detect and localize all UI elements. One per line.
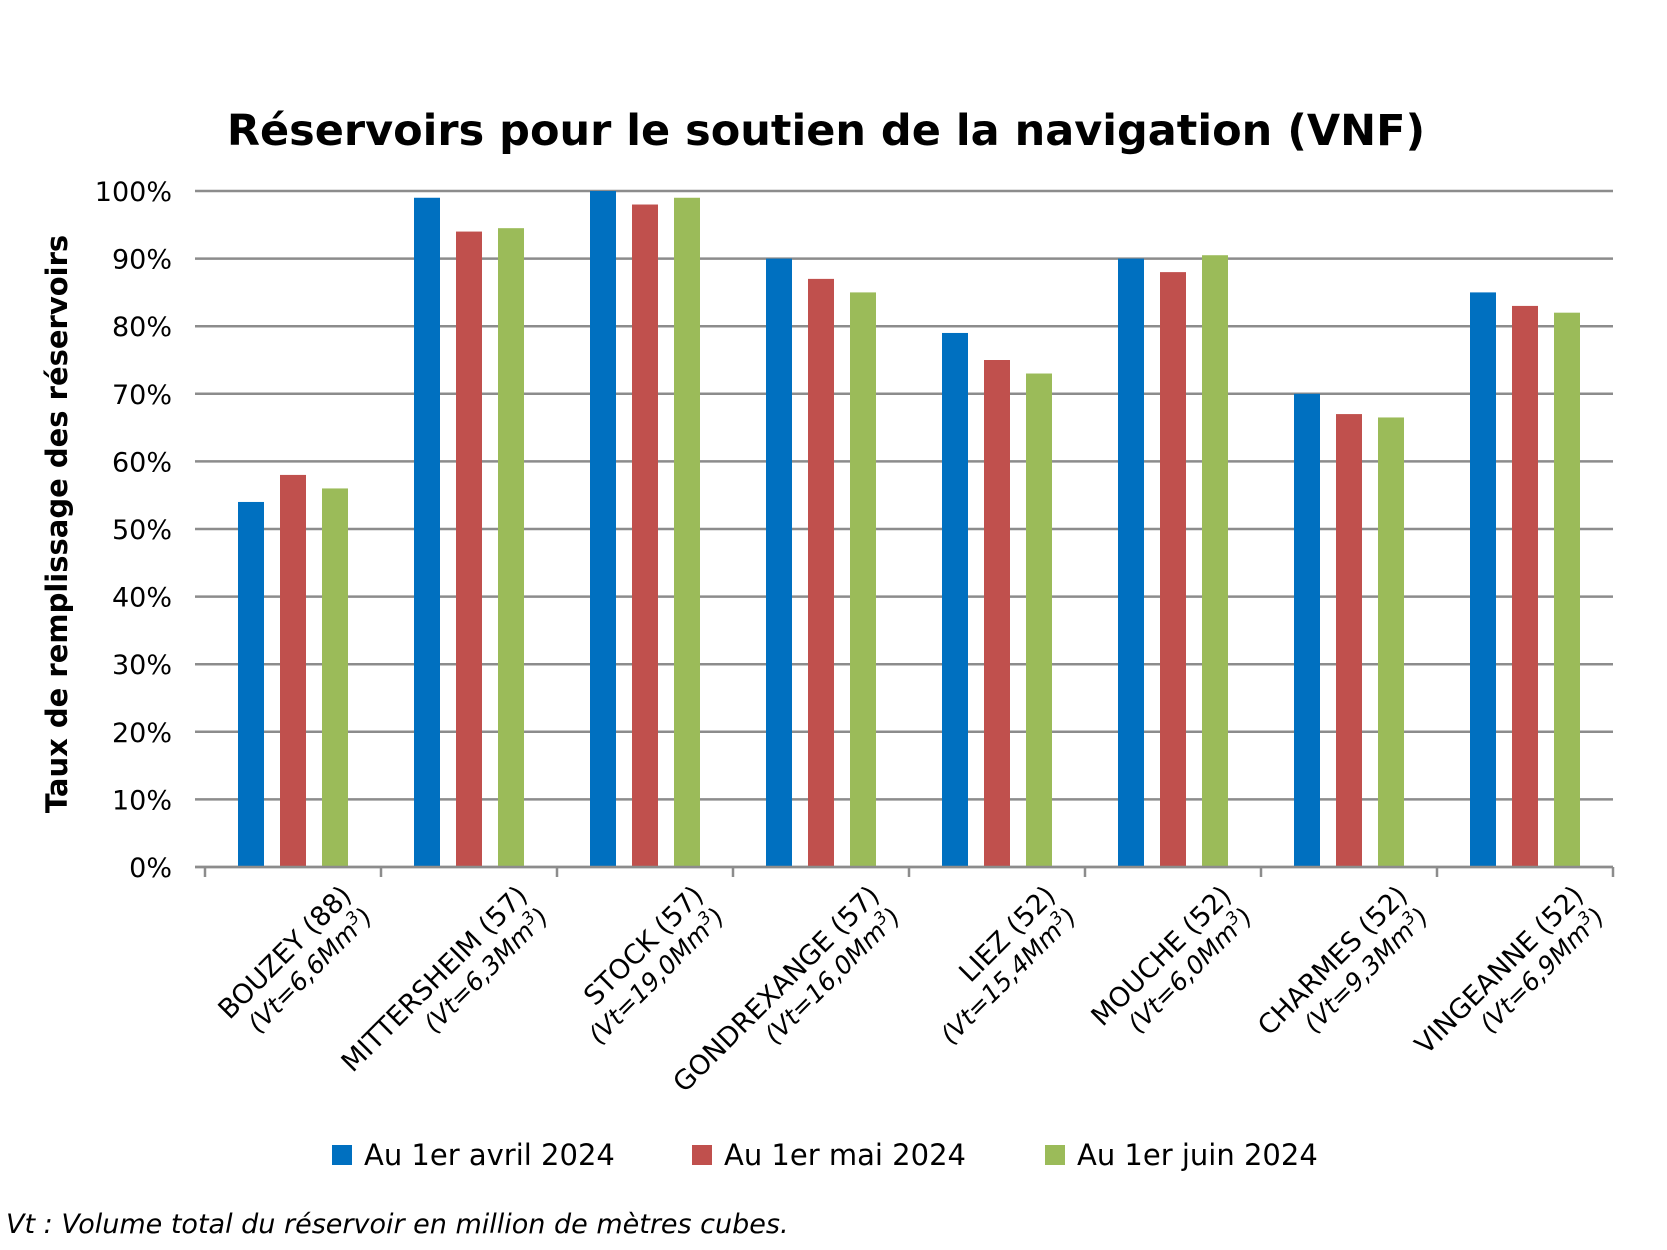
legend-label: Au 1er mai 2024 bbox=[724, 1138, 966, 1172]
x-tick-label: CHARMES (52)(Vt=9,3Mm3) bbox=[1252, 880, 1434, 1042]
bar bbox=[414, 197, 440, 867]
legend: Au 1er avril 2024 Au 1er mai 2024 Au 1er j… bbox=[332, 1138, 1318, 1172]
y-tick-label: 10% bbox=[112, 785, 172, 816]
y-tick-label: 40% bbox=[112, 583, 172, 614]
y-tick-label: 70% bbox=[112, 380, 172, 411]
x-tick-label: LIEZ (52)(Vt=15,4Mm3) bbox=[935, 880, 1083, 1050]
bar bbox=[590, 191, 616, 867]
legend-swatch bbox=[1045, 1145, 1065, 1165]
bar bbox=[942, 332, 968, 868]
chart-title: Réservoirs pour le soutien de la navigat… bbox=[227, 106, 1425, 156]
y-tick-label: 90% bbox=[112, 245, 172, 276]
y-tick-label: 60% bbox=[112, 447, 172, 478]
bar bbox=[1202, 255, 1228, 868]
bar bbox=[238, 501, 264, 867]
x-tick-label: MOUCHE (52)(Vt=6,0Mm3) bbox=[1086, 880, 1259, 1038]
bar bbox=[498, 228, 524, 867]
bar bbox=[1294, 393, 1320, 867]
x-tick-label: STOCK (57)(Vt=19,0Mm3) bbox=[578, 880, 730, 1050]
y-axis-label: Taux de remplissage des réservoirs bbox=[40, 235, 74, 813]
y-tick-label: 50% bbox=[112, 515, 172, 546]
bar bbox=[1026, 373, 1052, 867]
x-tick-label: VINGEANNE (52)(Vt=6,9Mm3) bbox=[1409, 880, 1610, 1061]
x-tick-label: BOUZEY (88)(Vt=6,6Mm3) bbox=[213, 880, 379, 1038]
bar bbox=[1118, 258, 1144, 868]
x-tick-label-name: VINGEANNE (52) bbox=[1409, 880, 1590, 1061]
bar bbox=[322, 488, 348, 867]
y-tick-label: 20% bbox=[112, 718, 172, 749]
legend-label: Au 1er juin 2024 bbox=[1077, 1138, 1318, 1172]
bar bbox=[1378, 417, 1404, 867]
x-tick-labels: BOUZEY (88)(Vt=6,6Mm3)MITTERSHEIM (57)(V… bbox=[213, 880, 1611, 1099]
bar bbox=[808, 278, 834, 867]
x-axis bbox=[195, 865, 1615, 877]
y-tick-label: 100% bbox=[95, 177, 172, 208]
bars bbox=[238, 191, 1580, 868]
y-tick-label: 0% bbox=[129, 853, 172, 884]
bar bbox=[632, 204, 658, 867]
bar bbox=[1470, 292, 1496, 867]
bar bbox=[1336, 414, 1362, 867]
bar bbox=[1160, 272, 1186, 867]
bar bbox=[456, 231, 482, 867]
legend-label: Au 1er avril 2024 bbox=[364, 1138, 615, 1172]
y-tick-label: 80% bbox=[112, 312, 172, 343]
bar bbox=[1512, 305, 1538, 867]
y-tick-labels: 0% 10% 20% 30% 40% 50% 60% 70% 80% 90% 100% bbox=[95, 177, 172, 884]
legend-swatch bbox=[692, 1145, 712, 1165]
bar bbox=[280, 474, 306, 867]
footnote: Vt : Volume total du réservoir en millio… bbox=[6, 1209, 789, 1240]
y-tick-label: 30% bbox=[112, 650, 172, 681]
bar bbox=[984, 360, 1010, 867]
bar bbox=[766, 258, 792, 868]
bar bbox=[850, 292, 876, 867]
bar bbox=[1554, 312, 1580, 867]
legend-swatch bbox=[332, 1145, 352, 1165]
bar bbox=[674, 197, 700, 867]
